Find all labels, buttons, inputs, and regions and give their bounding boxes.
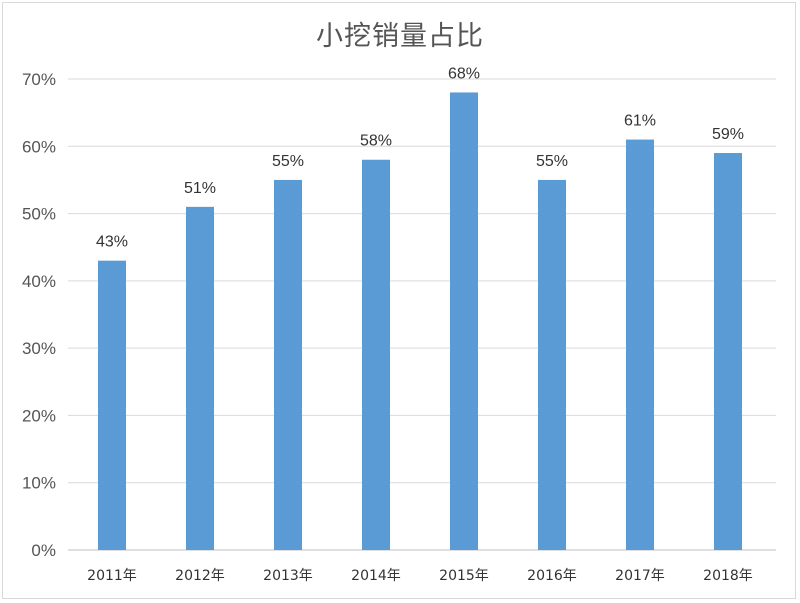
bar	[626, 139, 654, 551]
bar	[450, 92, 478, 550]
data-label: 68%	[448, 65, 480, 82]
bar	[538, 179, 566, 550]
x-category-label: 2014年	[351, 568, 401, 584]
x-category-label: 2018年	[703, 568, 753, 584]
data-label: 55%	[272, 153, 304, 170]
x-category-label: 2011年	[87, 568, 137, 584]
x-category-label: 2016年	[527, 568, 577, 584]
bars	[98, 92, 742, 551]
data-label: 51%	[184, 180, 216, 197]
data-label: 55%	[536, 153, 568, 170]
data-label: 61%	[624, 113, 656, 130]
chart-title: 小挖销量占比	[316, 21, 484, 52]
x-category-label: 2017年	[615, 568, 665, 584]
bar	[362, 159, 390, 550]
y-tick-label: 10%	[22, 474, 56, 493]
y-tick-label: 70%	[22, 70, 56, 89]
y-tick-label: 60%	[22, 137, 56, 156]
data-label: 43%	[96, 234, 128, 251]
bar	[186, 206, 214, 551]
y-tick-label: 20%	[22, 406, 56, 425]
y-axis-ticks: 0% 10% 20% 30% 40% 50% 60% 70%	[22, 70, 56, 560]
gridlines	[68, 78, 776, 551]
y-tick-label: 30%	[22, 339, 56, 358]
x-category-label: 2015年	[439, 568, 489, 584]
y-tick-label: 0%	[31, 541, 56, 560]
bar	[714, 153, 742, 550]
y-tick-label: 50%	[22, 205, 56, 224]
data-labels: 43% 51% 55% 58% 68% 55% 61% 59%	[96, 65, 744, 250]
bar	[274, 179, 302, 550]
y-tick-label: 40%	[22, 272, 56, 291]
data-label: 59%	[712, 126, 744, 143]
x-axis-categories: 2011年 2012年 2013年 2014年 2015年 2016年 2017年 2018年	[87, 568, 753, 584]
data-label: 58%	[360, 133, 392, 150]
x-category-label: 2012年	[175, 568, 225, 584]
x-category-label: 2013年	[263, 568, 313, 584]
bar	[98, 260, 126, 550]
